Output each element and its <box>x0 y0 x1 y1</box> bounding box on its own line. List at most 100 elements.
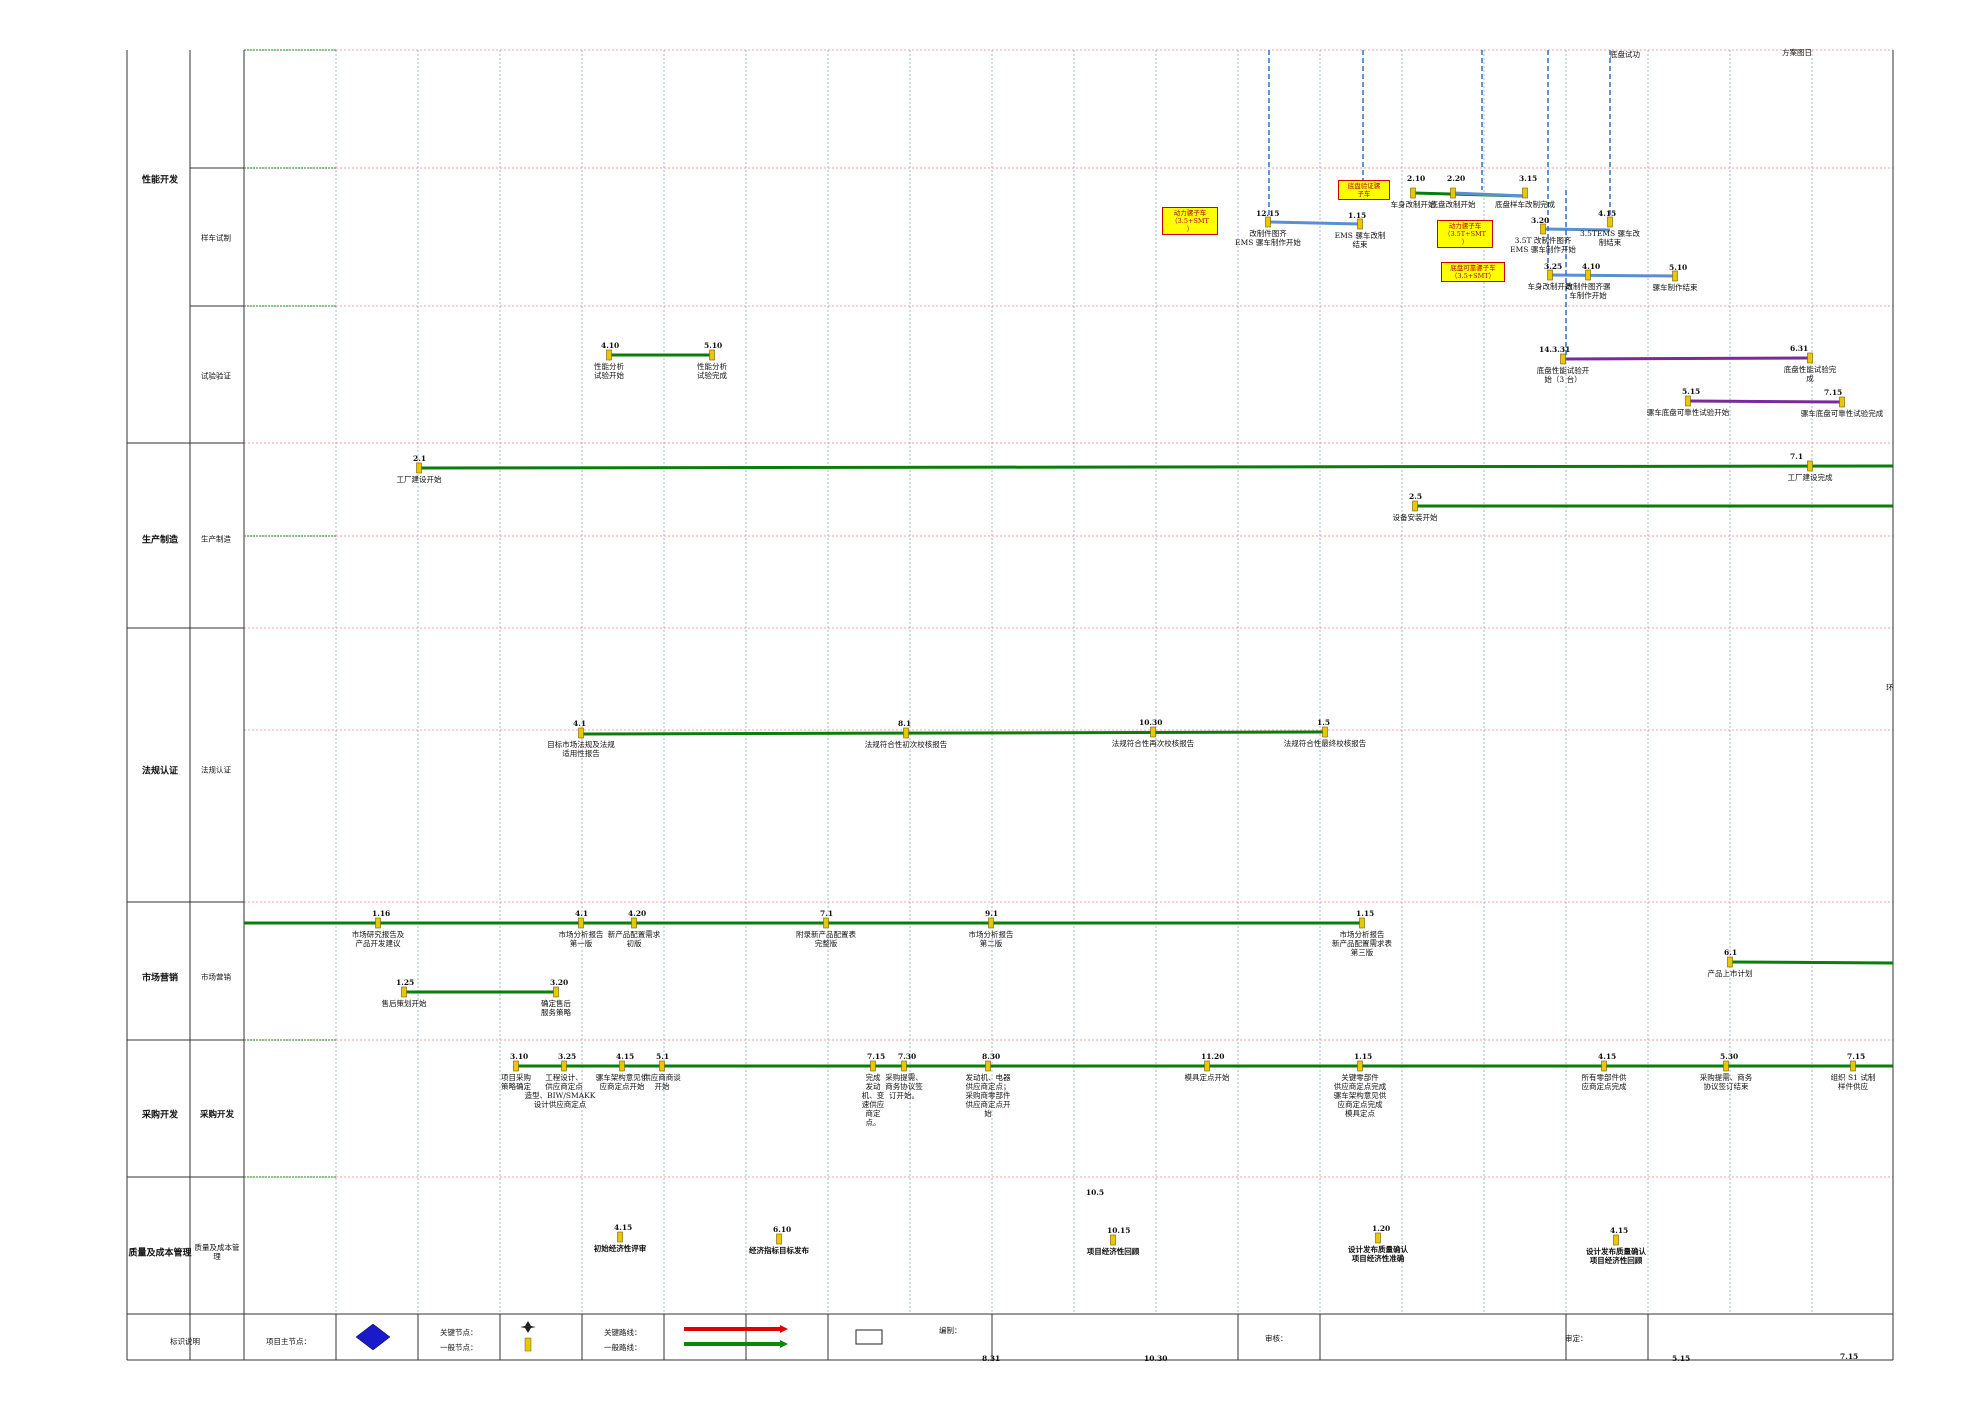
milestone-date-11: 5.10 <box>704 341 723 350</box>
legend-key-line: 关键路线： <box>604 1328 642 1337</box>
milestone-date-21: 10.30 <box>1139 718 1163 727</box>
callout-chassis-mule: 底盘验证骡 子车 <box>1338 180 1390 200</box>
milestone-node-43 <box>1850 1060 1856 1072</box>
milestone-date-46: 10.15 <box>1107 1226 1131 1235</box>
milestone-date-41: 4.15 <box>1598 1052 1617 1061</box>
milestone-date-0: 12.15 <box>1256 209 1280 218</box>
milestone-label-37: 采购提需、 商务协议签 订开始。 <box>885 1073 923 1100</box>
milestone-node-42 <box>1723 1060 1729 1072</box>
legend-bottom-date-1: 8.31 <box>982 1354 1001 1363</box>
milestone-label-43: 组织 S1 试制 样件供应 <box>1830 1073 1876 1091</box>
milestone-node-16 <box>416 462 422 474</box>
milestone-date-36: 7.15 <box>867 1052 886 1061</box>
milestone-date-2: 2.10 <box>1407 174 1426 183</box>
milestone-label-2: 车身改制开始 <box>1390 200 1436 209</box>
milestone-node-24 <box>578 917 584 929</box>
legend-general-node: 一般节点： <box>440 1343 478 1352</box>
milestone-label-13: 底盘性能试验完 成 <box>1783 365 1837 383</box>
legend-diamond-icon <box>355 1323 391 1351</box>
milestone-label-35: 供应商商谈 开始 <box>643 1073 681 1091</box>
milestone-node-20 <box>903 727 909 739</box>
milestone-date-24: 4.1 <box>575 909 589 918</box>
milestone-date-12: 14.3.31 <box>1539 345 1571 354</box>
milestone-node-30 <box>401 986 407 998</box>
milestone-node-40 <box>1357 1060 1363 1072</box>
milestone-label-9: 骡车制作结束 <box>1652 283 1698 292</box>
milestone-label-33: 工程设计、 供应商定点 <box>545 1073 583 1091</box>
milestone-date-1: 1.15 <box>1348 211 1367 220</box>
milestone-label-42: 采购提需、商务 协议签订结束 <box>1699 1073 1753 1091</box>
milestone-date-7: 3.25 <box>1544 262 1563 271</box>
milestone-node-7 <box>1547 269 1553 281</box>
milestone-node-3 <box>1450 187 1456 199</box>
qc-top-date: 10.5 <box>1085 1188 1105 1197</box>
milestone-node-25 <box>631 917 637 929</box>
milestone-date-45: 6.10 <box>773 1225 792 1234</box>
sub-label-prototype: 样车试制 <box>201 233 231 243</box>
legend-title: 标识说明 <box>170 1337 200 1346</box>
milestone-node-45 <box>776 1233 782 1245</box>
milestone-node-23 <box>375 917 381 929</box>
milestone-label-0: 改制件图齐 EMS 骡车制作开始 <box>1235 229 1301 247</box>
milestone-node-18 <box>1412 500 1418 512</box>
milestone-node-14 <box>1685 395 1691 407</box>
legend-bottom-date-4: 7.15 <box>1840 1352 1859 1361</box>
legend-key-node: 关键节点： <box>440 1328 478 1337</box>
milestone-label-22: 法规符合性最终校核报告 <box>1283 739 1367 748</box>
milestone-node-29 <box>1727 956 1733 968</box>
milestone-date-18: 2.5 <box>1409 492 1423 501</box>
milestone-node-35 <box>659 1060 665 1072</box>
milestone-node-19 <box>578 727 584 739</box>
milestone-label-31: 确定售后 服务策略 <box>541 999 571 1017</box>
milestone-label-20: 法规符合性初次校核报告 <box>864 740 948 749</box>
legend-approve: 审定： <box>1565 1334 1588 1343</box>
timeline-bar-3 <box>1542 227 1611 232</box>
milestone-label-24: 市场分析报告 第一版 <box>558 930 604 948</box>
milestone-node-41 <box>1601 1060 1607 1072</box>
milestone-node-47 <box>1375 1232 1381 1244</box>
milestone-date-22: 1.5 <box>1317 718 1331 727</box>
milestone-node-15 <box>1839 396 1845 408</box>
milestone-label-32: 项目采购 策略确定 <box>501 1073 531 1091</box>
milestone-label-36: 完成 发动 机、变 速供应 商定 点。 <box>861 1073 885 1127</box>
milestone-label-40: 关键零部件 供应商定点完成 骡车架构意见供 应商定点完成 模具定点 <box>1333 1073 1387 1118</box>
timeline-bar-6 <box>1562 356 1811 361</box>
milestone-date-16: 2.1 <box>413 454 427 463</box>
milestone-date-17: 7.1 <box>1790 452 1804 461</box>
legend-star-icon <box>520 1321 536 1333</box>
milestone-node-0 <box>1265 216 1271 228</box>
milestone-date-34: 4.15 <box>616 1052 635 1061</box>
milestone-node-17 <box>1807 460 1813 472</box>
milestone-date-14: 5.15 <box>1682 387 1701 396</box>
callout-chassis-reliability: 底盘可靠骡子车 （3.5+SMT） <box>1441 262 1505 282</box>
milestone-label-28: 市场分析报告 新产品配置需求表 第三版 <box>1332 930 1392 957</box>
legend-stamp-icon <box>855 1329 883 1345</box>
milestone-node-48 <box>1613 1234 1619 1246</box>
milestone-date-35: 5.1 <box>656 1052 670 1061</box>
milestone-node-9 <box>1672 270 1678 282</box>
legend-general-line: 一般路线： <box>604 1343 642 1352</box>
milestone-label-26: 附录新产品配置表 完整版 <box>796 930 856 948</box>
milestone-node-6 <box>1607 216 1613 228</box>
section-label-prod: 生产制造 <box>141 535 179 546</box>
top-fragment-a: 底盘试功 <box>1610 50 1640 59</box>
legend-green-arrow <box>780 1340 788 1348</box>
milestone-node-8 <box>1585 269 1591 281</box>
milestone-label-48: 设计发布质量确认 项目经济性回顾 <box>1586 1247 1646 1265</box>
milestone-node-22 <box>1322 726 1328 738</box>
section-label-perf: 性能开发 <box>141 175 179 186</box>
timeline-bar-4 <box>1549 273 1676 278</box>
milestone-label-5: 3.5T 改制件图齐 EMS 骡车制作开始 <box>1510 236 1576 254</box>
legend-main-node: 项目主节点： <box>266 1337 311 1346</box>
milestone-label-19: 目标市场法规及法规 适用性报告 <box>547 740 615 758</box>
milestone-node-31 <box>553 986 559 998</box>
milestone-node-39 <box>1204 1060 1210 1072</box>
milestone-node-12 <box>1560 353 1566 365</box>
milestone-date-20: 8.1 <box>898 719 912 728</box>
milestone-label-47: 设计发布质量确认 项目经济性准确 <box>1348 1245 1408 1263</box>
milestone-date-9: 5.10 <box>1669 263 1688 272</box>
milestone-date-8: 4.10 <box>1582 262 1601 271</box>
callout-power-mule-2: 动力骡子车 （3.5T+SMT ） <box>1437 220 1493 248</box>
milestone-date-5: 3.20 <box>1531 216 1550 225</box>
milestone-node-5 <box>1540 223 1546 235</box>
